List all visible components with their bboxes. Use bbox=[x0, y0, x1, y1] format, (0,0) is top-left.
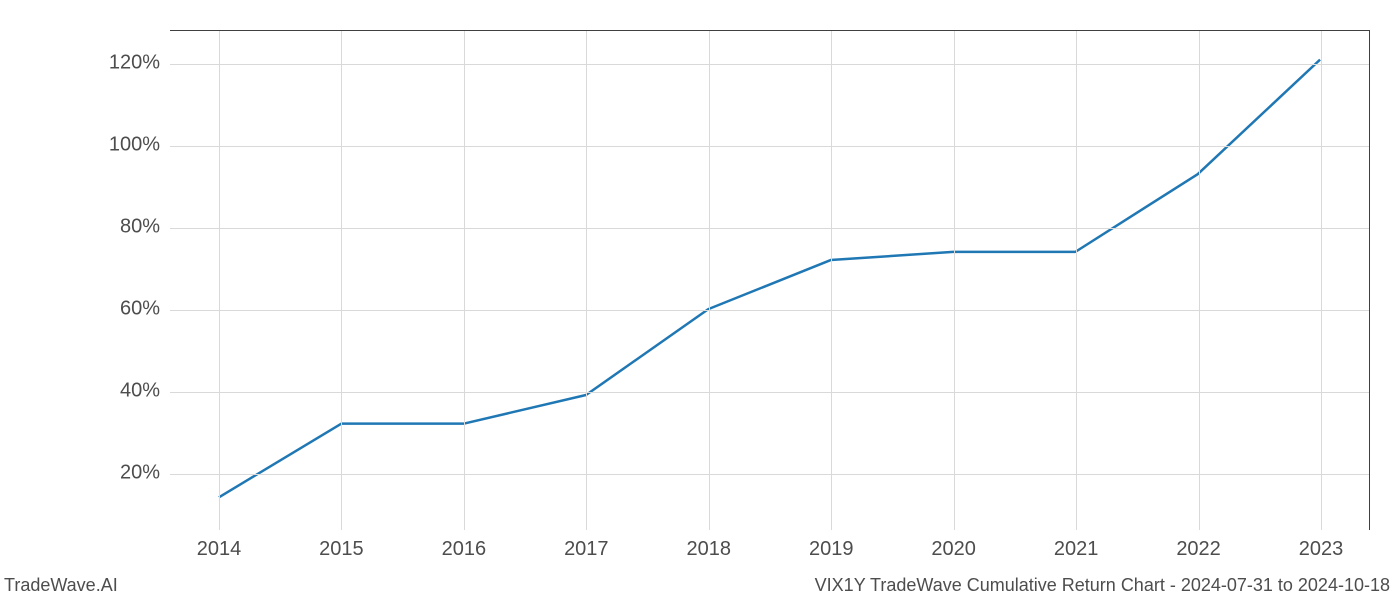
grid-line-vertical bbox=[219, 31, 220, 530]
plot-area bbox=[170, 30, 1370, 530]
footer-caption: VIX1Y TradeWave Cumulative Return Chart … bbox=[815, 575, 1390, 596]
data-line bbox=[219, 60, 1320, 498]
x-tick-label: 2021 bbox=[1054, 538, 1099, 561]
grid-line-vertical bbox=[831, 31, 832, 530]
x-tick-label: 2017 bbox=[564, 538, 609, 561]
grid-line-horizontal bbox=[170, 146, 1369, 147]
x-tick-label: 2022 bbox=[1176, 538, 1221, 561]
grid-line-horizontal bbox=[170, 392, 1369, 393]
grid-line-vertical bbox=[1076, 31, 1077, 530]
x-tick-label: 2014 bbox=[197, 538, 242, 561]
line-chart-svg bbox=[170, 31, 1369, 530]
x-tick-label: 2016 bbox=[442, 538, 487, 561]
grid-line-vertical bbox=[586, 31, 587, 530]
grid-line-horizontal bbox=[170, 474, 1369, 475]
y-tick-label: 100% bbox=[109, 133, 160, 156]
grid-line-vertical bbox=[341, 31, 342, 530]
grid-line-vertical bbox=[1199, 31, 1200, 530]
grid-line-vertical bbox=[954, 31, 955, 530]
x-tick-label: 2019 bbox=[809, 538, 854, 561]
y-tick-label: 20% bbox=[120, 461, 160, 484]
y-tick-label: 120% bbox=[109, 51, 160, 74]
grid-line-horizontal bbox=[170, 64, 1369, 65]
x-tick-label: 2018 bbox=[687, 538, 732, 561]
x-tick-label: 2020 bbox=[931, 538, 976, 561]
y-tick-label: 80% bbox=[120, 215, 160, 238]
footer-brand: TradeWave.AI bbox=[4, 575, 118, 596]
grid-line-vertical bbox=[464, 31, 465, 530]
grid-line-vertical bbox=[1321, 31, 1322, 530]
grid-line-horizontal bbox=[170, 310, 1369, 311]
y-tick-label: 40% bbox=[120, 379, 160, 402]
x-tick-label: 2023 bbox=[1299, 538, 1344, 561]
chart-container: TradeWave.AI VIX1Y TradeWave Cumulative … bbox=[0, 0, 1400, 600]
x-tick-label: 2015 bbox=[319, 538, 364, 561]
grid-line-vertical bbox=[709, 31, 710, 530]
y-tick-label: 60% bbox=[120, 297, 160, 320]
grid-line-horizontal bbox=[170, 228, 1369, 229]
